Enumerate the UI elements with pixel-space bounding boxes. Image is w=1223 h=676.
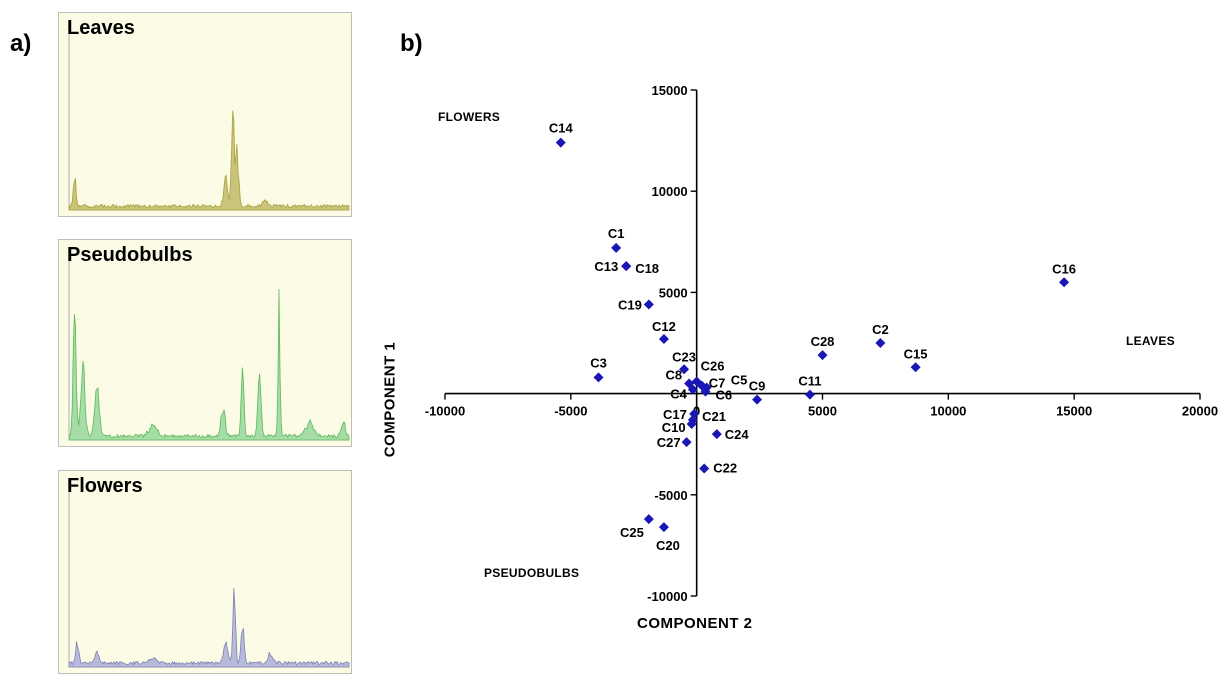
point-label-c14: C14 xyxy=(549,121,574,136)
point-c6 xyxy=(700,386,711,397)
flowers-spectrum-title: Flowers xyxy=(67,475,143,497)
point-label-c26: C26 xyxy=(701,358,725,373)
region-label-leaves: LEAVES xyxy=(1126,334,1175,348)
point-label-c5: C5 xyxy=(731,373,748,388)
panel-b-label: b) xyxy=(400,30,423,57)
y-tick-label: -5000 xyxy=(654,488,687,503)
y-tick-label: 15000 xyxy=(652,83,688,98)
point-label-c22: C22 xyxy=(713,460,737,475)
x-tick-label: 5000 xyxy=(808,404,837,419)
point-c16 xyxy=(1059,277,1070,288)
x-tick-label: 20000 xyxy=(1182,404,1218,419)
point-c27 xyxy=(681,437,692,448)
leaves-spectrum-plot xyxy=(68,21,350,211)
point-c24 xyxy=(711,429,722,440)
point-label-c19: C19 xyxy=(618,298,642,313)
point-label-c12: C12 xyxy=(652,319,676,334)
point-label-c4: C4 xyxy=(670,387,687,402)
point-label-c3: C3 xyxy=(590,355,607,370)
point-label-c23: C23 xyxy=(672,349,696,364)
point-c3 xyxy=(593,372,604,383)
pseudobulbs-spectrum-panel: Pseudobulbs xyxy=(58,239,352,447)
point-label-c7: C7 xyxy=(709,376,726,391)
point-c15 xyxy=(910,362,921,373)
flowers-spectrum-panel: Flowers xyxy=(58,470,352,674)
point-label-c17: C17 xyxy=(663,407,687,422)
point-c11 xyxy=(804,389,815,400)
pseudobulbs-spectrum-plot xyxy=(68,248,350,441)
point-label-c9: C9 xyxy=(749,379,766,394)
point-label-c11: C11 xyxy=(798,374,821,389)
point-c18 xyxy=(621,261,632,272)
point-c25 xyxy=(643,514,654,525)
point-c4 xyxy=(687,384,698,395)
point-label-c15: C15 xyxy=(904,346,928,361)
point-label-c13: C13 xyxy=(594,259,618,274)
point-label-c18: C18 xyxy=(635,261,659,276)
pca-scatter-plot: -10000 -5000 0 5000 10000 15000 20000 -10000 -50… xyxy=(425,83,1218,604)
x-tick-label: 15000 xyxy=(1056,404,1092,419)
point-label-c8: C8 xyxy=(665,367,682,382)
point-c12 xyxy=(658,333,669,344)
point-c20 xyxy=(658,522,669,533)
y-axis-title: COMPONENT 1 xyxy=(381,341,399,458)
point-c14 xyxy=(555,137,566,148)
point-c21 xyxy=(689,408,700,419)
region-label-pseudobulbs: PSEUDOBULBS xyxy=(484,566,580,580)
spectrum-trace xyxy=(68,288,350,441)
point-label-c10: C10 xyxy=(662,420,686,435)
leaves-spectrum-title: Leaves xyxy=(67,17,135,39)
point-label-c24: C24 xyxy=(725,427,750,442)
panel-a-label: a) xyxy=(10,30,32,57)
pseudobulbs-spectrum-title: Pseudobulbs xyxy=(67,244,193,266)
point-c10 xyxy=(686,418,697,429)
x-tick-label: -5000 xyxy=(554,404,587,419)
point-label-c16: C16 xyxy=(1052,261,1076,276)
point-c23 xyxy=(679,364,690,375)
point-label-c21: C21 xyxy=(702,409,726,424)
point-label-c27: C27 xyxy=(657,435,681,450)
point-c9 xyxy=(752,394,763,405)
leaves-spectrum-panel: Leaves xyxy=(58,12,352,217)
spectrum-trace xyxy=(68,587,350,668)
point-label-c20: C20 xyxy=(656,538,680,553)
point-c28 xyxy=(817,350,828,361)
y-tick-label: 5000 xyxy=(659,285,688,300)
region-label-flowers: FLOWERS xyxy=(438,110,501,124)
point-c19 xyxy=(643,299,654,310)
point-c22 xyxy=(699,463,710,474)
flowers-spectrum-plot xyxy=(68,479,350,668)
point-label-c6: C6 xyxy=(715,388,732,403)
spectrum-trace xyxy=(68,110,350,211)
y-tick-label: -10000 xyxy=(647,589,687,604)
point-label-c1: C1 xyxy=(608,226,625,241)
point-label-c28: C28 xyxy=(811,334,835,349)
point-label-c25: C25 xyxy=(620,525,644,540)
x-axis-title: COMPONENT 2 xyxy=(637,615,753,632)
point-c8 xyxy=(684,378,695,389)
x-tick-label: 0 xyxy=(693,404,700,419)
y-tick-label: 10000 xyxy=(652,184,688,199)
point-c1 xyxy=(611,242,622,253)
x-tick-label: 10000 xyxy=(930,404,966,419)
x-tick-label: -10000 xyxy=(425,404,465,419)
point-c2 xyxy=(875,338,886,348)
point-label-c2: C2 xyxy=(872,322,889,337)
